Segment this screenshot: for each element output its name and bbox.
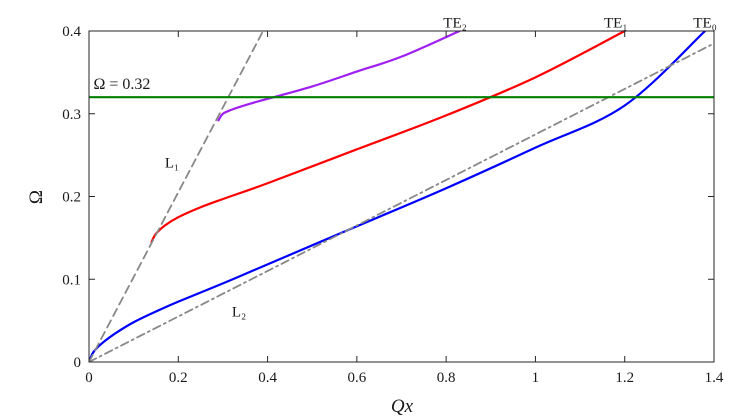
x-tick-label: 1.4 bbox=[705, 370, 724, 386]
label-l1: L₁ bbox=[165, 156, 179, 172]
x-tick-label: 1 bbox=[532, 370, 540, 386]
x-axis-title: Qx bbox=[391, 396, 414, 417]
label-te0: TE₀ bbox=[693, 16, 717, 32]
labels-layer: TE₂ TE₁ TE₀ Ω = 0.32 L₁ L₂ bbox=[93, 16, 716, 321]
label-omega-032: Ω = 0.32 bbox=[93, 76, 150, 93]
series-line-l bbox=[89, 42, 714, 362]
plot-frame bbox=[88, 30, 715, 363]
series-line-l bbox=[89, 31, 265, 362]
x-tick-label: 1.2 bbox=[615, 370, 634, 386]
y-axis-title: Ω bbox=[26, 190, 47, 204]
series-line-te bbox=[150, 31, 626, 244]
x-tick-label: 0.6 bbox=[347, 370, 366, 386]
label-l2: L₂ bbox=[232, 304, 246, 320]
series-line-te bbox=[89, 31, 707, 362]
x-tick-label: 0.4 bbox=[258, 370, 277, 386]
y-tick-label: 0.3 bbox=[62, 107, 81, 123]
y-tick-label: 0.1 bbox=[62, 272, 81, 288]
x-tick-label: 0.2 bbox=[169, 370, 188, 386]
y-tick-label: 0.4 bbox=[62, 24, 81, 40]
x-tick-label: 0.8 bbox=[437, 370, 456, 386]
y-tick-label: 0 bbox=[74, 355, 82, 371]
x-tick-label: 0 bbox=[85, 370, 93, 386]
label-te2: TE₂ bbox=[443, 16, 467, 32]
series-line-te bbox=[217, 31, 461, 122]
ticks-layer: 0 0.2 0.4 0.6 0.8 1 1.2 1.4 0 0.1 0.2 0.3 0.4 bbox=[62, 24, 724, 386]
label-te1: TE₁ bbox=[604, 16, 628, 32]
y-tick-label: 0.2 bbox=[62, 190, 81, 206]
series-layer bbox=[89, 31, 714, 362]
